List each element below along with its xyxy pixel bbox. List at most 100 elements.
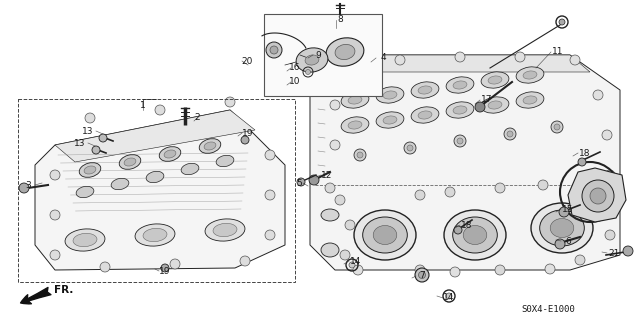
- Circle shape: [353, 265, 363, 275]
- Text: 12: 12: [321, 170, 333, 180]
- Circle shape: [170, 259, 180, 269]
- Ellipse shape: [444, 210, 506, 260]
- Circle shape: [415, 190, 425, 200]
- Text: 2: 2: [194, 114, 200, 122]
- Circle shape: [265, 150, 275, 160]
- Ellipse shape: [481, 97, 509, 113]
- Text: 9: 9: [315, 50, 321, 60]
- Circle shape: [504, 128, 516, 140]
- Text: 20: 20: [241, 56, 253, 65]
- Ellipse shape: [418, 86, 432, 94]
- Circle shape: [161, 264, 169, 272]
- Circle shape: [335, 60, 345, 70]
- Circle shape: [445, 187, 455, 197]
- Circle shape: [50, 170, 60, 180]
- Circle shape: [602, 130, 612, 140]
- Circle shape: [297, 178, 305, 186]
- Ellipse shape: [124, 158, 136, 166]
- Ellipse shape: [516, 67, 544, 83]
- Text: 16: 16: [289, 63, 301, 72]
- Text: 19: 19: [243, 129, 253, 137]
- Circle shape: [372, 52, 380, 60]
- Circle shape: [507, 131, 513, 137]
- Polygon shape: [55, 110, 255, 162]
- Circle shape: [578, 158, 586, 166]
- Bar: [264, 14, 382, 96]
- Circle shape: [457, 138, 463, 144]
- Ellipse shape: [531, 203, 593, 253]
- Ellipse shape: [453, 81, 467, 89]
- Circle shape: [575, 255, 585, 265]
- Text: FR.: FR.: [54, 285, 74, 295]
- Circle shape: [415, 268, 429, 282]
- Text: 13: 13: [74, 138, 86, 147]
- Circle shape: [475, 102, 485, 112]
- Ellipse shape: [373, 226, 397, 244]
- Ellipse shape: [376, 87, 404, 103]
- Text: 18: 18: [579, 149, 591, 158]
- Circle shape: [241, 136, 249, 144]
- Circle shape: [395, 55, 405, 65]
- Circle shape: [623, 246, 633, 256]
- Ellipse shape: [159, 147, 180, 161]
- Ellipse shape: [550, 219, 574, 238]
- Ellipse shape: [348, 121, 362, 129]
- Circle shape: [538, 180, 548, 190]
- Ellipse shape: [143, 228, 167, 242]
- Circle shape: [325, 183, 335, 193]
- Circle shape: [305, 70, 310, 75]
- Circle shape: [92, 146, 100, 154]
- Text: 14: 14: [444, 293, 454, 302]
- Ellipse shape: [204, 142, 216, 150]
- Ellipse shape: [341, 117, 369, 133]
- Circle shape: [330, 140, 340, 150]
- Polygon shape: [35, 110, 285, 270]
- Ellipse shape: [446, 102, 474, 118]
- Ellipse shape: [523, 96, 537, 104]
- Circle shape: [270, 46, 278, 54]
- Polygon shape: [335, 55, 590, 72]
- Circle shape: [455, 52, 465, 62]
- Ellipse shape: [376, 112, 404, 128]
- Circle shape: [349, 262, 355, 268]
- Circle shape: [354, 149, 366, 161]
- Circle shape: [446, 293, 452, 299]
- Ellipse shape: [135, 224, 175, 246]
- Polygon shape: [568, 168, 626, 222]
- Ellipse shape: [305, 55, 319, 65]
- Text: 7: 7: [419, 271, 425, 280]
- Circle shape: [19, 183, 29, 193]
- Circle shape: [419, 271, 426, 278]
- Ellipse shape: [523, 71, 537, 79]
- Text: 13: 13: [83, 127, 93, 136]
- Circle shape: [415, 265, 425, 275]
- Circle shape: [495, 265, 505, 275]
- Ellipse shape: [146, 171, 164, 183]
- Circle shape: [50, 250, 60, 260]
- Circle shape: [265, 230, 275, 240]
- Circle shape: [454, 135, 466, 147]
- Circle shape: [605, 230, 615, 240]
- Ellipse shape: [418, 111, 432, 119]
- Text: 10: 10: [289, 78, 301, 86]
- Circle shape: [551, 121, 563, 133]
- Text: S0X4-E1000: S0X4-E1000: [521, 306, 575, 315]
- Circle shape: [605, 170, 615, 180]
- Circle shape: [582, 180, 614, 212]
- Ellipse shape: [488, 76, 502, 84]
- Ellipse shape: [452, 217, 497, 253]
- Ellipse shape: [348, 96, 362, 104]
- Ellipse shape: [453, 106, 467, 114]
- Ellipse shape: [383, 91, 397, 99]
- Bar: [18, 99, 295, 282]
- Ellipse shape: [79, 163, 100, 177]
- Circle shape: [225, 97, 235, 107]
- Circle shape: [545, 264, 555, 274]
- Ellipse shape: [446, 77, 474, 93]
- Ellipse shape: [76, 186, 94, 198]
- Ellipse shape: [326, 38, 364, 66]
- Circle shape: [407, 145, 413, 151]
- Text: 8: 8: [337, 16, 343, 25]
- Ellipse shape: [296, 48, 328, 72]
- Circle shape: [603, 175, 613, 185]
